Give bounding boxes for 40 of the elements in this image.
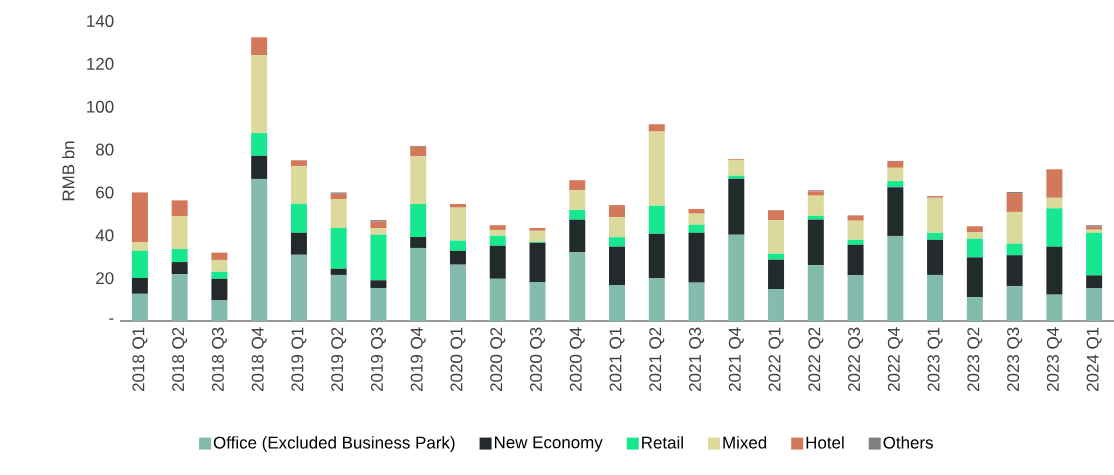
x-tick-label: 2019 Q2: [331, 327, 347, 391]
y-tick-label: -: [109, 318, 114, 320]
x-tick-label: 2022 Q4: [887, 327, 903, 391]
y-tick-label: 60: [96, 186, 114, 199]
x-tick-label: 2018 Q3: [211, 327, 227, 391]
x-tick-label: 2022 Q3: [848, 327, 864, 391]
x-tick-label: 2019 Q3: [370, 327, 386, 391]
x-tick-label: 2021 Q2: [649, 327, 665, 391]
legend-label: Hotel: [806, 436, 844, 449]
y-tick-label: 100: [87, 100, 114, 113]
x-tick-label: 2019 Q1: [291, 327, 307, 391]
legend-label: Others: [883, 436, 933, 449]
legend-label: Mixed: [723, 436, 767, 449]
x-tick-label: 2020 Q1: [450, 327, 466, 391]
y-tick-label: 140: [87, 15, 114, 27]
x-tick-label: 2020 Q2: [490, 327, 506, 391]
legend-label: Retail: [642, 436, 683, 449]
x-tick-label: 2020 Q3: [529, 327, 545, 391]
x-tick-label: 2021 Q3: [689, 327, 705, 391]
x-tick-label: 2022 Q1: [768, 327, 784, 391]
x-tick-label: 2024 Q1: [1086, 327, 1102, 391]
x-tick-label: 2021 Q4: [728, 327, 744, 391]
x-tick-label: 2023 Q4: [1046, 327, 1062, 391]
y-tick-label: 40: [95, 229, 114, 242]
y-tick-label: 20: [96, 272, 114, 285]
x-tick-label: 2019 Q4: [410, 327, 426, 391]
y-axis-title: RMB bn: [61, 141, 75, 201]
x-tick-label: 2021 Q1: [609, 327, 625, 391]
x-tick-label: 2022 Q2: [808, 327, 824, 391]
x-tick-label: 2023 Q3: [1007, 327, 1023, 391]
x-tick-label: 2018 Q2: [172, 327, 188, 391]
x-tick-label: 2018 Q4: [251, 327, 267, 391]
legend-label: New Economy: [494, 436, 603, 452]
x-tick-label: 2023 Q2: [967, 327, 983, 391]
y-tick-label: 80: [96, 143, 114, 156]
x-tick-label: 2023 Q1: [927, 327, 943, 391]
x-tick-label: 2020 Q4: [569, 327, 585, 391]
x-tick-label: 2018 Q1: [132, 327, 148, 391]
legend-label: Office (Excluded Business Park): [213, 436, 455, 452]
y-tick-label: 120: [87, 57, 114, 70]
